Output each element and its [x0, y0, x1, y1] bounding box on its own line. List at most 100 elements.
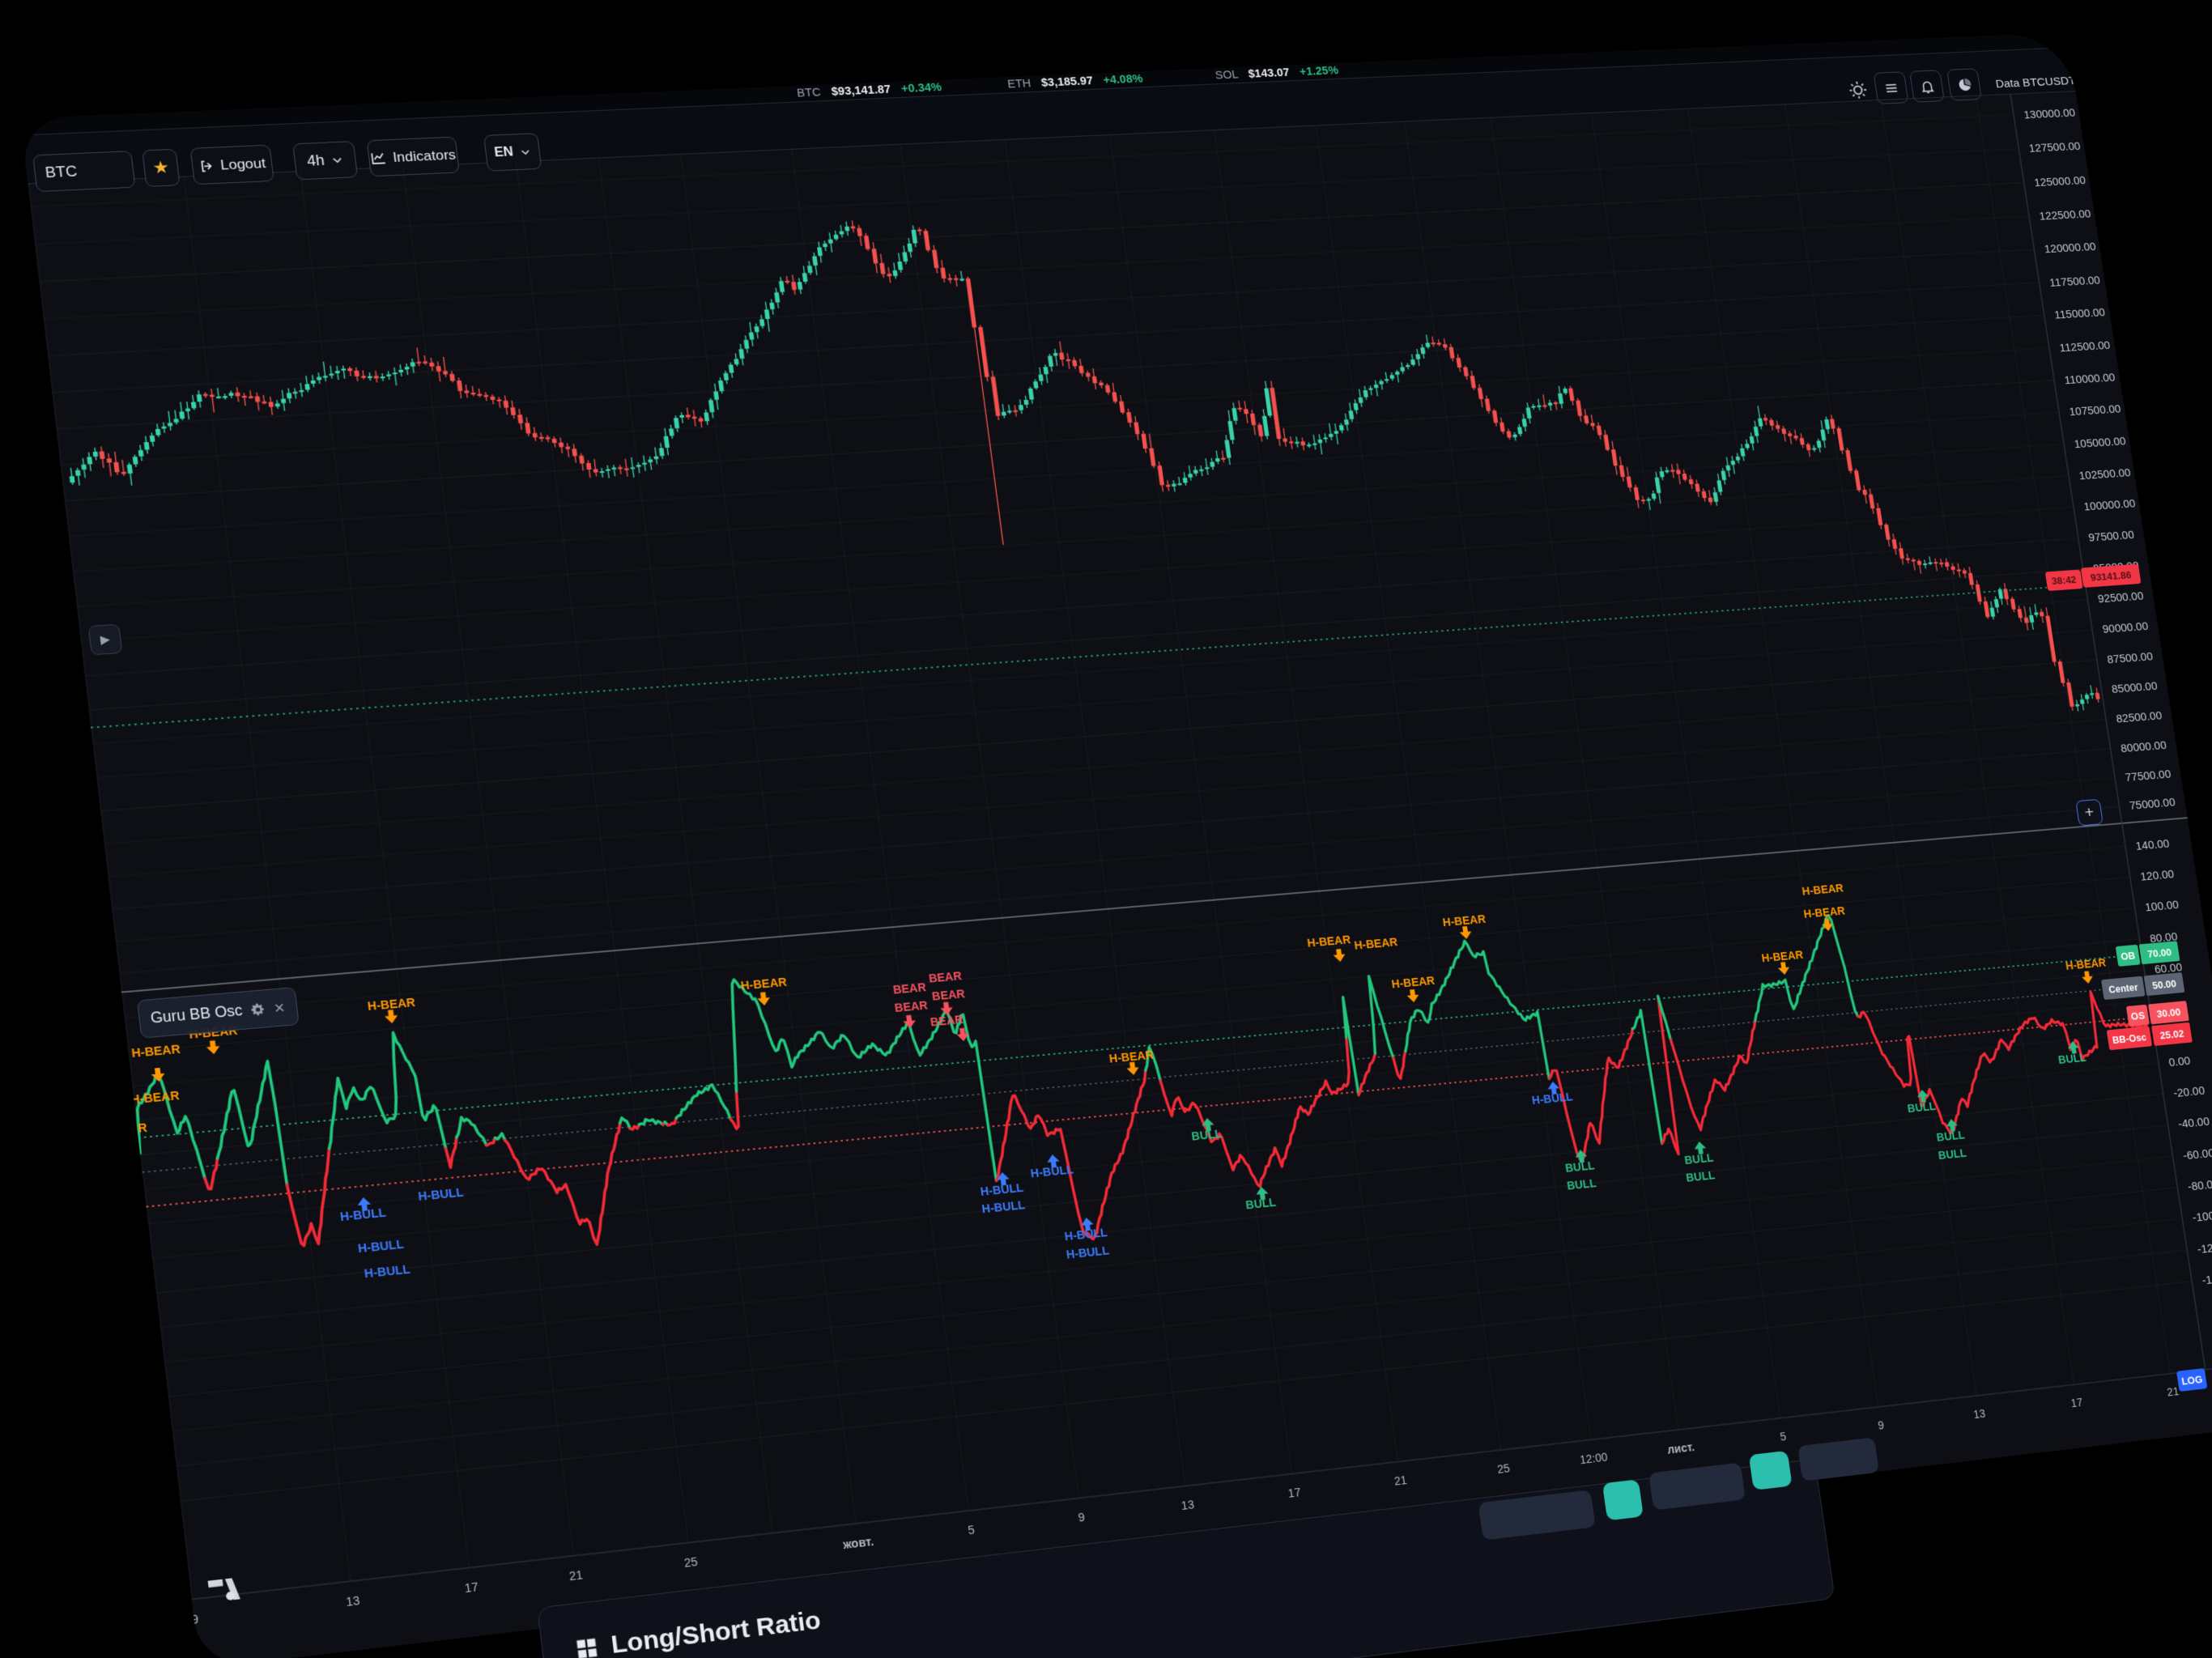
svg-text:9: 9	[191, 1613, 200, 1627]
svg-text:25: 25	[1496, 1463, 1510, 1477]
svg-text:17: 17	[464, 1581, 479, 1596]
svg-text:0.00: 0.00	[2168, 1055, 2192, 1069]
svg-text:AR: AR	[128, 1122, 148, 1137]
svg-text:102500.00: 102500.00	[2078, 466, 2132, 482]
svg-text:-120.00: -120.00	[2197, 1239, 2212, 1256]
svg-text:H-BULL: H-BULL	[1066, 1245, 1110, 1262]
svg-text:H-BULL: H-BULL	[981, 1200, 1026, 1217]
svg-text:21: 21	[1393, 1474, 1407, 1488]
svg-text:97500.00: 97500.00	[2088, 529, 2136, 545]
svg-text:BEAR: BEAR	[929, 1014, 964, 1030]
svg-text:H-BEAR: H-BEAR	[1761, 950, 1804, 965]
svg-text:107500.00: 107500.00	[2069, 403, 2122, 419]
svg-text:117500.00: 117500.00	[2048, 274, 2101, 289]
svg-text:OS: OS	[2130, 1010, 2146, 1022]
svg-text:120000.00: 120000.00	[2044, 241, 2097, 256]
svg-text:9: 9	[1878, 1420, 1885, 1433]
svg-text:H-BULL: H-BULL	[339, 1206, 386, 1223]
svg-text:H-BULL: H-BULL	[1030, 1164, 1074, 1180]
svg-text:21: 21	[568, 1569, 584, 1584]
svg-text:-40.00: -40.00	[2177, 1116, 2210, 1131]
svg-text:H-BULL: H-BULL	[364, 1264, 410, 1281]
svg-text:H-BEAR: H-BEAR	[131, 1043, 181, 1060]
svg-text:60.00: 60.00	[2154, 961, 2183, 976]
svg-text:120.00: 120.00	[2140, 868, 2176, 883]
svg-text:BULL: BULL	[1907, 1100, 1937, 1115]
svg-text:12:00: 12:00	[1579, 1452, 1608, 1467]
svg-text:82500.00: 82500.00	[2116, 710, 2163, 726]
svg-text:BEAR: BEAR	[894, 1000, 929, 1015]
svg-text:5: 5	[968, 1524, 976, 1537]
svg-text:H-BULL: H-BULL	[1064, 1227, 1108, 1244]
svg-text:BEAR: BEAR	[892, 982, 927, 997]
svg-text:17: 17	[2070, 1397, 2084, 1410]
svg-text:125000.00: 125000.00	[2033, 175, 2087, 189]
svg-text:H-BEAR: H-BEAR	[1391, 975, 1436, 991]
svg-text:BULL: BULL	[1684, 1152, 1715, 1167]
svg-text:85000.00: 85000.00	[2111, 680, 2159, 695]
svg-text:H-BEAR: H-BEAR	[2065, 958, 2108, 973]
svg-text:H-BULL: H-BULL	[980, 1182, 1024, 1199]
svg-text:87500.00: 87500.00	[2107, 651, 2155, 666]
svg-text:H-BEAR: H-BEAR	[1354, 936, 1399, 952]
svg-text:BEAR: BEAR	[928, 971, 963, 986]
svg-text:-60.00: -60.00	[2182, 1147, 2212, 1163]
svg-text:100.00: 100.00	[2144, 899, 2180, 914]
svg-text:75000.00: 75000.00	[2129, 797, 2176, 813]
svg-text:92500.00: 92500.00	[2097, 590, 2145, 606]
svg-text:BULL: BULL	[1938, 1147, 1967, 1162]
svg-text:77500.00: 77500.00	[2125, 768, 2172, 784]
svg-text:H-BULL: H-BULL	[418, 1186, 465, 1203]
svg-text:50.00: 50.00	[2151, 978, 2177, 991]
svg-text:115000.00: 115000.00	[2053, 307, 2106, 321]
svg-text:BULL: BULL	[2057, 1052, 2087, 1067]
svg-text:H-BULL: H-BULL	[357, 1239, 404, 1256]
svg-text:H-BULL: H-BULL	[1531, 1091, 1573, 1107]
svg-text:30.00: 30.00	[2156, 1006, 2182, 1019]
svg-text:LOG: LOG	[2180, 1374, 2203, 1388]
svg-text:13: 13	[1180, 1499, 1195, 1513]
svg-text:H-BEAR: H-BEAR	[740, 976, 788, 993]
svg-text:38:42: 38:42	[2051, 575, 2077, 587]
svg-text:112500.00: 112500.00	[2059, 339, 2112, 355]
svg-text:122500.00: 122500.00	[2039, 208, 2092, 223]
svg-text:25: 25	[683, 1556, 699, 1571]
svg-text:BB-Osc: BB-Osc	[2112, 1031, 2147, 1045]
svg-text:17: 17	[1287, 1487, 1302, 1501]
svg-text:95000.00: 95000.00	[2092, 560, 2140, 576]
svg-text:110000.00: 110000.00	[2064, 372, 2116, 387]
svg-text:BULL: BULL	[1686, 1170, 1716, 1184]
svg-text:H-BEAR: H-BEAR	[1307, 934, 1352, 950]
svg-text:H-BEAR: H-BEAR	[1802, 883, 1844, 899]
svg-text:Center: Center	[2108, 981, 2138, 995]
svg-text:93141.86: 93141.86	[2090, 569, 2133, 584]
svg-text:13: 13	[1973, 1408, 1987, 1421]
svg-text:BULL: BULL	[1245, 1197, 1277, 1213]
svg-text:-100.00: -100.00	[2192, 1209, 2212, 1225]
svg-text:BULL: BULL	[1564, 1160, 1595, 1175]
svg-text:9: 9	[1078, 1511, 1086, 1524]
svg-text:80.00: 80.00	[2149, 930, 2178, 945]
svg-text:H-BEAR: H-BEAR	[130, 1090, 180, 1107]
svg-text:H-BEAR: H-BEAR	[1108, 1049, 1155, 1065]
svg-text:80000.00: 80000.00	[2120, 739, 2167, 755]
svg-text:-20.00: -20.00	[2172, 1085, 2206, 1100]
svg-text:BULL: BULL	[1191, 1129, 1223, 1144]
svg-text:BULL: BULL	[1566, 1178, 1597, 1193]
svg-text:13: 13	[345, 1595, 360, 1609]
svg-text:BULL: BULL	[1936, 1129, 1966, 1144]
svg-text:-80.00: -80.00	[2187, 1178, 2212, 1193]
svg-text:H-BEAR: H-BEAR	[1803, 906, 1846, 921]
svg-text:21: 21	[2167, 1386, 2180, 1399]
svg-text:140.00: 140.00	[2135, 837, 2171, 852]
svg-text:BEAR: BEAR	[931, 988, 966, 1004]
svg-text:70.00: 70.00	[2146, 946, 2172, 959]
svg-text:127500.00: 127500.00	[2028, 141, 2082, 155]
svg-text:лист.: лист.	[1666, 1442, 1695, 1457]
svg-text:5: 5	[1780, 1431, 1788, 1444]
svg-text:25.02: 25.02	[2159, 1028, 2185, 1041]
svg-text:-140.00: -140.00	[2201, 1271, 2212, 1287]
svg-text:OB: OB	[2120, 950, 2136, 962]
svg-text:H-BEAR: H-BEAR	[367, 997, 416, 1014]
svg-text:90000.00: 90000.00	[2102, 621, 2150, 636]
